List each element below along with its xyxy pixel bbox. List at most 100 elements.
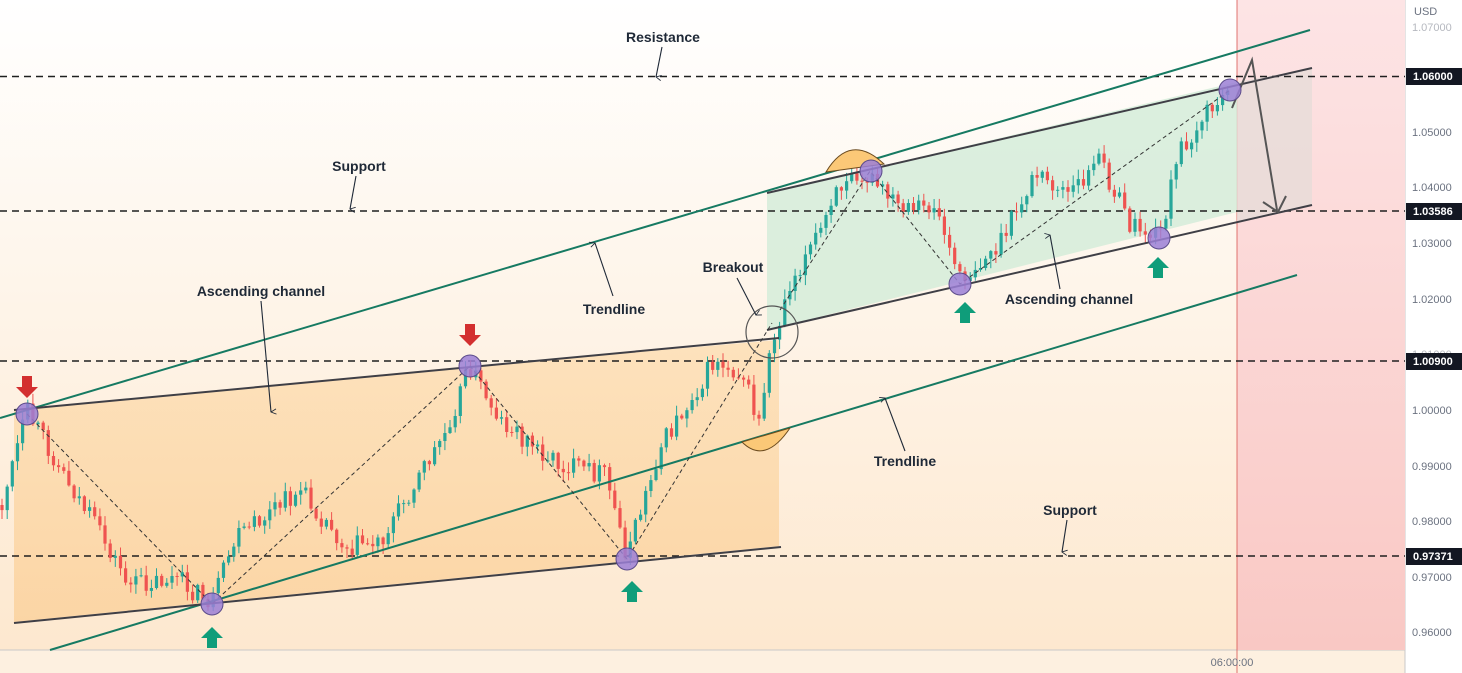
price-tag-label: 1.06000 [1413,71,1453,83]
candle [860,180,864,182]
candle [77,496,81,499]
candle [72,485,76,499]
candle [778,325,782,340]
candle [839,187,843,191]
candle [515,426,519,433]
candle [937,208,941,217]
candle [731,369,735,378]
candle [793,275,797,291]
candle [0,505,4,511]
candle [772,339,777,354]
candle [376,537,380,547]
candle [134,576,138,585]
candle [556,452,560,469]
candle [345,547,349,549]
candle [999,232,1003,255]
lower-channel-top [13,337,780,411]
candle [103,525,107,544]
candle [803,254,807,276]
candle [1061,187,1065,190]
candle [572,458,576,473]
candle [1004,232,1008,236]
candle [36,422,40,425]
candle [1164,218,1168,229]
arrow-up-icon [201,627,223,648]
arrow-down-icon [16,376,38,398]
candle [541,444,545,461]
candle [350,548,354,555]
label-support-top: Support [332,158,386,174]
candle [1179,141,1183,165]
candle [757,414,761,419]
candle [922,200,926,206]
candle [685,410,689,419]
candle [67,470,71,486]
candle [257,516,262,526]
candle [283,491,287,508]
candle [850,173,854,182]
pointer-channel-right [1050,235,1061,290]
price-tag [1406,68,1462,85]
candle [948,234,952,248]
candle [288,491,292,506]
price-tag [1406,203,1462,220]
candle [906,203,910,212]
projection-arrowhead [1262,195,1287,214]
candle [561,468,565,473]
candle [1040,171,1044,178]
candle [113,555,117,558]
candle [232,546,236,557]
candle [659,447,663,470]
candle [412,489,416,503]
zigzag-upper [779,89,1231,311]
candle [1030,175,1034,197]
candle [716,361,720,370]
candle [566,472,571,474]
y-tick-label: 1.00000 [1412,405,1452,417]
candles [0,86,1230,612]
candle [814,232,818,245]
candle [5,486,9,511]
pivot-marker [1218,78,1242,102]
candle [458,386,462,416]
currency-label: USD [1414,6,1437,18]
upper-trendline [0,29,1311,419]
candle [330,519,334,530]
candle [1102,153,1106,163]
candle [149,588,153,591]
candle [1128,208,1132,232]
candle [273,502,277,510]
candle [1071,185,1075,192]
candle [57,465,61,468]
candle [639,514,643,520]
candle [520,426,524,447]
candle [587,463,591,467]
candle [309,487,313,509]
candle [242,526,246,528]
candle [726,367,730,370]
candle [46,430,50,456]
candle [1112,189,1116,197]
candle [505,417,509,432]
candle [355,535,359,555]
candle [978,268,983,270]
candle [618,508,622,528]
price-axis[interactable]: USD 1.07000 1.05000 1.04000 1.03000 1.02… [1406,6,1462,639]
pivot-marker [1147,226,1171,250]
candle [1205,104,1209,122]
candle [10,461,14,487]
time-axis[interactable]: 06:00:00 [1211,657,1254,669]
candle [1138,218,1142,232]
candle [602,465,607,468]
candle [227,556,231,563]
candle [1092,163,1096,171]
candle [417,472,421,490]
candle [705,361,710,389]
candle [1123,192,1127,209]
candle [1195,130,1199,143]
candle [834,187,838,206]
candle [453,416,457,428]
annotation-pointers [260,46,1067,552]
candle [51,456,56,466]
pivot-marker [200,592,224,616]
